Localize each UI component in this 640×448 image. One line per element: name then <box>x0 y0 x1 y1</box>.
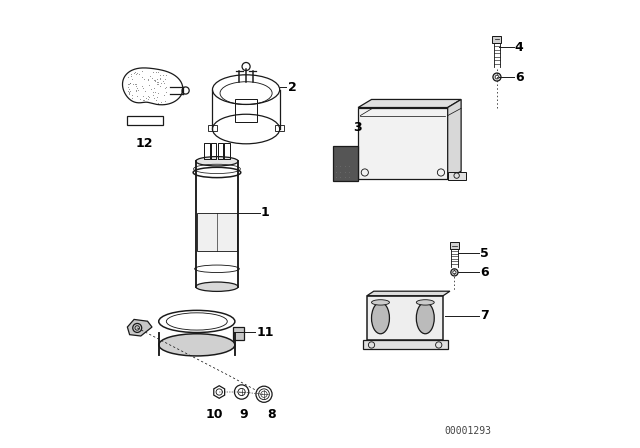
Text: 1: 1 <box>261 206 269 220</box>
Text: 00001293: 00001293 <box>444 426 492 436</box>
Text: 6: 6 <box>481 266 489 279</box>
Circle shape <box>495 75 499 79</box>
Text: 8: 8 <box>268 408 276 421</box>
Polygon shape <box>358 108 448 179</box>
Ellipse shape <box>372 302 390 334</box>
Text: 10: 10 <box>205 408 223 421</box>
Bar <box>208 125 217 132</box>
Bar <box>235 99 257 122</box>
Ellipse shape <box>196 157 238 166</box>
Polygon shape <box>358 99 461 108</box>
Circle shape <box>452 271 456 274</box>
Bar <box>275 125 284 132</box>
Ellipse shape <box>417 302 435 334</box>
Bar <box>333 146 358 181</box>
Bar <box>233 327 244 340</box>
Text: 3: 3 <box>353 121 362 134</box>
Ellipse shape <box>159 334 235 356</box>
Polygon shape <box>448 99 461 179</box>
Bar <box>448 172 466 180</box>
Ellipse shape <box>372 300 390 305</box>
Text: 2: 2 <box>288 81 296 94</box>
Text: 4: 4 <box>515 40 524 54</box>
Bar <box>493 36 502 43</box>
Polygon shape <box>367 291 450 296</box>
Bar <box>450 242 459 249</box>
Text: 6: 6 <box>515 70 524 84</box>
Polygon shape <box>127 319 152 336</box>
Text: 12: 12 <box>136 137 153 150</box>
Bar <box>362 340 448 349</box>
Bar <box>196 213 237 251</box>
Bar <box>127 116 163 125</box>
Bar <box>367 296 443 340</box>
Ellipse shape <box>417 300 435 305</box>
Text: 9: 9 <box>239 408 248 421</box>
Text: 7: 7 <box>481 309 489 323</box>
Circle shape <box>493 73 501 81</box>
Ellipse shape <box>196 282 238 291</box>
Circle shape <box>451 269 458 276</box>
Text: 11: 11 <box>257 326 274 339</box>
Text: 5: 5 <box>481 246 489 260</box>
